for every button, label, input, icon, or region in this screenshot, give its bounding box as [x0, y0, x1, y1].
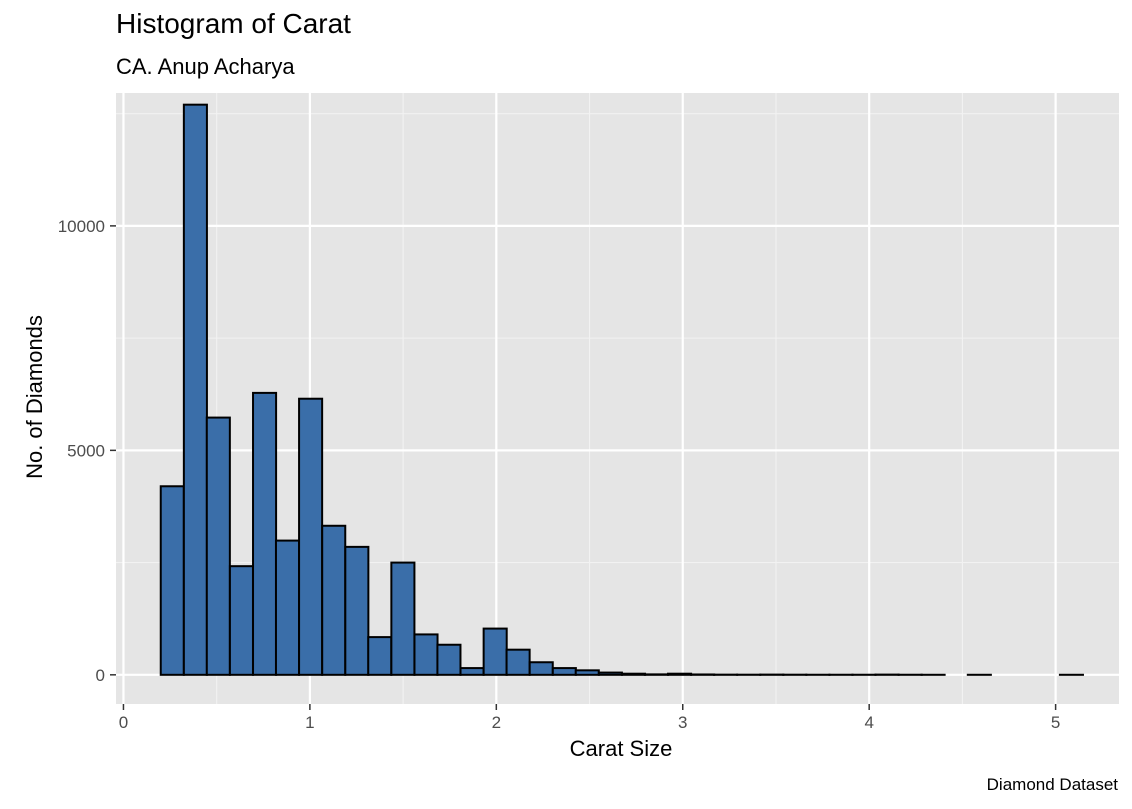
histogram-bar	[344, 545, 370, 676]
chart-subtitle: CA. Anup Acharya	[116, 54, 295, 79]
histogram-bar	[436, 643, 462, 676]
histogram-bar	[390, 561, 416, 676]
histogram-bar	[667, 672, 693, 676]
histogram-bar	[574, 669, 600, 676]
y-tick-label: 5000	[67, 441, 105, 460]
histogram-bar	[597, 671, 623, 676]
x-tick-label: 4	[864, 713, 873, 732]
x-tick-label: 1	[305, 713, 314, 732]
histogram-bar	[367, 636, 393, 676]
histogram-bar	[482, 627, 508, 676]
histogram-bar	[321, 524, 347, 676]
histogram-bar	[459, 667, 485, 676]
histogram-bars	[159, 103, 1084, 676]
y-tick-label: 0	[96, 666, 105, 685]
axis-ticks	[110, 225, 1057, 710]
histogram-bar	[182, 103, 208, 676]
y-tick-label: 10000	[58, 217, 105, 236]
histogram-bar	[228, 565, 254, 676]
histogram-bar	[505, 648, 531, 676]
histogram-bar	[205, 416, 231, 676]
histogram-bar	[620, 672, 647, 676]
histogram-bar	[413, 633, 439, 676]
y-axis-label: No. of Diamonds	[22, 315, 47, 479]
x-tick-label: 2	[492, 713, 501, 732]
histogram-bar	[159, 485, 185, 676]
axis-tick-labels: 0 1 2 3 4 5 0 5000 10000	[58, 217, 1061, 732]
histogram-bar	[528, 661, 554, 676]
x-axis-label: Carat Size	[569, 736, 673, 761]
histogram-bar	[298, 397, 324, 676]
chart-title: Histogram of Carat	[116, 8, 351, 39]
x-tick-label: 3	[678, 713, 687, 732]
x-tick-label: 0	[119, 713, 128, 732]
histogram-bar	[551, 667, 577, 676]
chart-caption: Diamond Dataset	[986, 775, 1118, 794]
x-tick-label: 5	[1051, 713, 1060, 732]
histogram-bar	[274, 539, 301, 676]
histogram-bar	[252, 391, 278, 676]
